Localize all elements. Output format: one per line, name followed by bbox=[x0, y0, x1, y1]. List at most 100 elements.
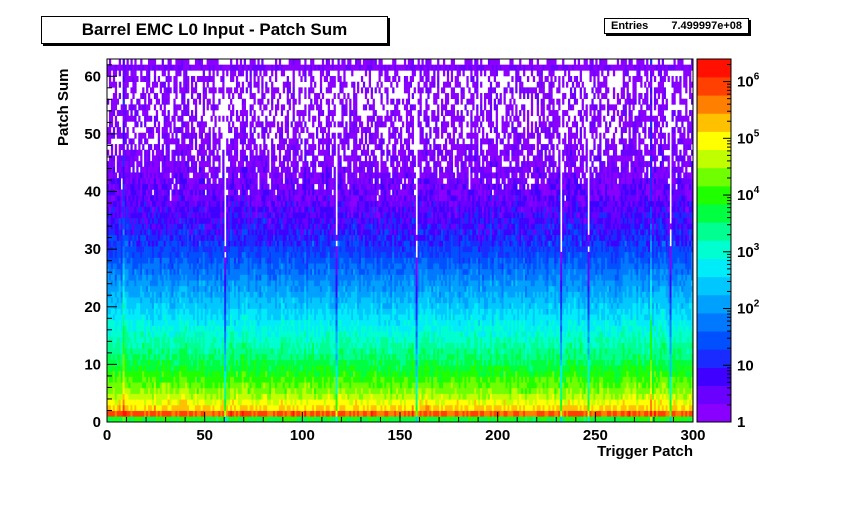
heatmap-cell bbox=[214, 115, 217, 122]
heatmap-cell bbox=[271, 98, 274, 105]
heatmap-cell bbox=[259, 314, 262, 321]
heatmap-cell bbox=[120, 161, 123, 168]
heatmap-cell bbox=[243, 263, 246, 270]
heatmap-cell bbox=[118, 183, 121, 190]
heatmap-cell bbox=[280, 291, 284, 298]
heatmap-cell bbox=[257, 268, 260, 275]
heatmap-cell bbox=[257, 200, 260, 207]
heatmap-cell bbox=[235, 285, 239, 292]
heatmap-cell bbox=[208, 206, 211, 213]
heatmap-cell bbox=[148, 302, 151, 309]
heatmap-cell bbox=[230, 70, 233, 77]
heatmap-cell bbox=[187, 98, 190, 105]
heatmap-cell bbox=[167, 342, 170, 349]
heatmap-cell bbox=[189, 308, 192, 315]
heatmap-cell bbox=[200, 268, 204, 275]
heatmap-cell bbox=[245, 115, 248, 122]
heatmap-cell bbox=[138, 183, 141, 190]
heatmap-cell bbox=[157, 195, 161, 202]
heatmap-cell bbox=[169, 359, 172, 366]
heatmap-cell bbox=[181, 251, 184, 258]
heatmap-cell bbox=[159, 183, 162, 190]
heatmap-cell bbox=[274, 263, 278, 270]
heatmap-cell bbox=[167, 376, 170, 383]
heatmap-cell bbox=[169, 302, 172, 309]
heatmap-cell bbox=[165, 319, 168, 326]
heatmap-cell bbox=[192, 280, 196, 287]
heatmap-cell bbox=[269, 251, 272, 258]
heatmap-cell bbox=[267, 404, 270, 411]
heatmap-cell bbox=[204, 410, 207, 417]
heatmap-cell bbox=[214, 302, 217, 309]
heatmap-cell bbox=[148, 251, 151, 258]
heatmap-cell bbox=[175, 110, 178, 117]
heatmap-cell bbox=[208, 365, 211, 372]
heatmap-cell bbox=[249, 178, 252, 185]
heatmap-cell bbox=[149, 285, 153, 292]
heatmap-cell bbox=[257, 166, 260, 173]
heatmap-cell bbox=[132, 200, 135, 207]
heatmap-cell bbox=[253, 257, 256, 264]
heatmap-cell bbox=[167, 115, 170, 122]
heatmap-cell bbox=[243, 155, 246, 162]
heatmap-cell bbox=[228, 274, 231, 281]
heatmap-cell bbox=[171, 291, 174, 298]
heatmap-cell bbox=[255, 370, 258, 377]
heatmap-cell bbox=[114, 382, 118, 389]
heatmap-cell bbox=[245, 155, 248, 162]
heatmap-cell bbox=[179, 376, 182, 383]
heatmap-cell bbox=[265, 189, 268, 196]
heatmap-cell bbox=[192, 64, 196, 71]
heatmap-cell bbox=[228, 240, 231, 247]
heatmap-cell bbox=[259, 183, 262, 190]
heatmap-cell bbox=[278, 263, 282, 270]
heatmap-cell bbox=[280, 223, 284, 230]
heatmap-cell bbox=[259, 251, 262, 258]
heatmap-cell bbox=[247, 223, 250, 230]
heatmap-cell bbox=[169, 59, 172, 65]
heatmap-cell bbox=[136, 240, 139, 247]
heatmap-cell bbox=[108, 399, 112, 406]
heatmap-cell bbox=[161, 263, 164, 270]
heatmap-cell bbox=[271, 223, 274, 230]
heatmap-cell bbox=[198, 121, 202, 128]
heatmap-cell bbox=[112, 280, 116, 287]
heatmap-cell bbox=[107, 280, 110, 287]
heatmap-cell bbox=[153, 189, 157, 196]
heatmap-cell bbox=[171, 353, 174, 360]
heatmap-cell bbox=[167, 297, 170, 304]
heatmap-cell bbox=[198, 263, 202, 270]
heatmap-cell bbox=[167, 365, 170, 372]
heatmap-cell bbox=[134, 212, 137, 219]
heatmap-cell bbox=[124, 257, 127, 264]
heatmap-cell bbox=[261, 285, 264, 292]
heatmap-cell bbox=[177, 149, 180, 156]
heatmap-cell bbox=[148, 240, 151, 247]
heatmap-cell bbox=[181, 257, 184, 264]
heatmap-cell bbox=[173, 297, 176, 304]
heatmap-cell bbox=[136, 308, 139, 315]
heatmap-cell bbox=[235, 223, 239, 230]
heatmap-cell bbox=[181, 348, 184, 355]
heatmap-cell bbox=[124, 155, 127, 162]
heatmap-cell bbox=[185, 144, 188, 151]
heatmap-cell bbox=[148, 246, 151, 253]
heatmap-cell bbox=[212, 410, 215, 417]
heatmap-cell bbox=[149, 172, 153, 179]
heatmap-cell bbox=[204, 297, 207, 304]
heatmap-cell bbox=[124, 93, 127, 99]
heatmap-cell bbox=[140, 183, 143, 190]
heatmap-cell bbox=[251, 302, 254, 309]
heatmap-cell bbox=[267, 155, 270, 162]
heatmap-cell bbox=[110, 166, 114, 173]
heatmap-cell bbox=[241, 302, 245, 309]
heatmap-cell bbox=[235, 376, 239, 383]
heatmap-cell bbox=[212, 348, 215, 355]
heatmap-cell bbox=[187, 121, 190, 128]
heatmap-cell bbox=[210, 212, 213, 219]
heatmap-cell bbox=[179, 353, 182, 360]
heatmap-cell bbox=[163, 93, 166, 99]
heatmap-cell bbox=[167, 161, 170, 168]
heatmap-cell bbox=[173, 81, 176, 88]
heatmap-cell bbox=[155, 348, 159, 355]
